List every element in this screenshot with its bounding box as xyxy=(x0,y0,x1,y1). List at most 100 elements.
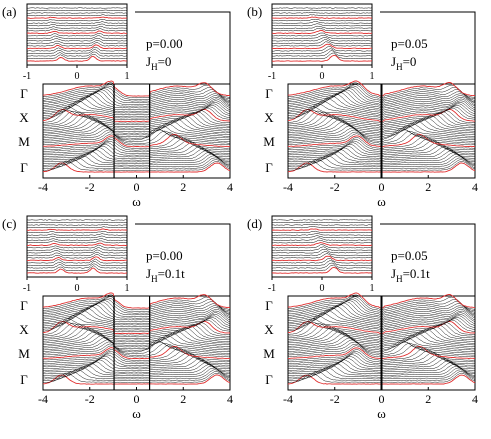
inset-curve xyxy=(271,32,373,37)
dispersion-curve xyxy=(42,300,231,317)
dispersion-curve xyxy=(43,330,231,346)
omega-axis-label: ω xyxy=(377,406,386,421)
inset-curve xyxy=(271,27,373,32)
dispersion-curve xyxy=(42,359,231,371)
inset-tick-label: 0 xyxy=(320,71,325,82)
omega-tick-label: -2 xyxy=(85,180,95,194)
inset-curve xyxy=(27,265,128,272)
inset-curve xyxy=(26,12,128,14)
inset-curve xyxy=(26,251,128,256)
inset-curve xyxy=(26,40,127,44)
omega-tick-label: -2 xyxy=(330,392,340,406)
omega-tick-label: -4 xyxy=(283,180,293,194)
inset-curve xyxy=(26,226,128,229)
k-point-label: X xyxy=(264,322,274,337)
inset-curve xyxy=(272,224,372,226)
inset-tick-label: 1 xyxy=(370,283,375,294)
inset-curve-highlight xyxy=(271,242,373,246)
omega-tick-label: 4 xyxy=(227,392,233,406)
inset-curve xyxy=(271,25,373,29)
dispersion-curve xyxy=(42,121,230,136)
inset-curve xyxy=(271,14,373,17)
dispersion-curve xyxy=(42,302,231,321)
main-frame xyxy=(42,295,231,391)
coupling-label: JH=0.1t xyxy=(391,266,430,284)
dispersion-curve xyxy=(42,82,231,99)
dispersion-curve-highlight xyxy=(42,374,231,385)
inset-curve xyxy=(271,7,373,9)
omega-tick-label: 4 xyxy=(227,180,233,194)
k-point-label: Γ xyxy=(265,372,273,387)
inset-curve xyxy=(26,23,128,27)
inset-curve xyxy=(271,23,373,27)
inset-tick-label: 0 xyxy=(75,71,80,82)
inset-curve xyxy=(271,18,373,22)
inset-curve xyxy=(271,260,373,266)
k-point-label: M xyxy=(263,134,275,149)
inset-curve xyxy=(271,45,373,52)
inset-curve xyxy=(26,46,128,52)
dispersion-curve xyxy=(42,94,231,112)
dispersion-curve xyxy=(42,356,230,368)
dispersion-curve xyxy=(42,307,231,326)
panel-label: (a) xyxy=(2,4,16,19)
dispersion-curve xyxy=(43,127,230,141)
dispersion-curve xyxy=(42,145,230,158)
k-point-label: Γ xyxy=(20,86,28,101)
inset-curve-highlight xyxy=(271,43,372,50)
panel-label: (d) xyxy=(247,216,262,231)
inset-curve xyxy=(26,258,127,264)
dispersion-curve xyxy=(42,155,231,166)
inset-curve xyxy=(271,249,373,254)
coupling-label: JH=0 xyxy=(391,54,416,72)
inset-curve xyxy=(26,42,127,47)
inset-curve xyxy=(26,235,128,239)
inset-curve xyxy=(26,249,128,254)
dispersion-curve xyxy=(42,151,231,163)
inset-curve-highlight xyxy=(26,44,128,50)
dispersion-curve xyxy=(42,157,231,168)
main-frame xyxy=(42,83,231,179)
omega-tick-label: -2 xyxy=(330,180,340,194)
omega-axis-label: ω xyxy=(132,406,141,421)
coupling-label: JH=0 xyxy=(146,54,171,72)
omega-tick-label: -4 xyxy=(283,392,293,406)
dispersion-curve xyxy=(42,361,231,373)
inset-curve xyxy=(26,244,128,249)
dispersion-curve xyxy=(43,370,231,382)
inset-curve xyxy=(26,48,128,54)
omega-tick-label: 0 xyxy=(134,392,140,406)
inset-curve xyxy=(271,230,373,234)
inset-tick-label: 0 xyxy=(75,283,80,294)
dispersion-curve xyxy=(42,153,231,164)
dispersion-curve xyxy=(42,318,231,333)
dispersion-curve xyxy=(42,147,230,159)
dispersion-curve xyxy=(43,326,231,343)
inset-curve-highlight xyxy=(26,267,128,274)
inset-curve-highlight xyxy=(26,30,128,34)
inset-curve xyxy=(26,9,128,12)
inset-tick-label: 1 xyxy=(370,71,375,82)
inset-curve xyxy=(26,7,128,9)
dispersion-curve xyxy=(42,100,231,117)
omega-axis-label: ω xyxy=(132,194,141,209)
dispersion-curve xyxy=(42,299,231,316)
omega-tick-label: 2 xyxy=(180,392,186,406)
inset-curve xyxy=(271,12,373,14)
k-point-label: Γ xyxy=(20,298,28,313)
inset-tick-label: -1 xyxy=(23,283,31,294)
omega-tick-label: 0 xyxy=(379,392,385,406)
main-curves xyxy=(42,80,231,173)
inset-curve xyxy=(26,21,128,24)
dispersion-curve xyxy=(42,149,231,161)
frame-corner xyxy=(135,223,231,296)
k-point-label: Γ xyxy=(265,160,273,175)
inset-curve xyxy=(26,28,128,32)
inset-curve xyxy=(27,35,128,39)
k-point-label: Γ xyxy=(20,160,28,175)
k-point-label: M xyxy=(18,134,30,149)
dispersion-curve xyxy=(42,306,231,324)
dispersion-curve xyxy=(42,115,231,131)
dispersion-curve xyxy=(42,347,231,361)
